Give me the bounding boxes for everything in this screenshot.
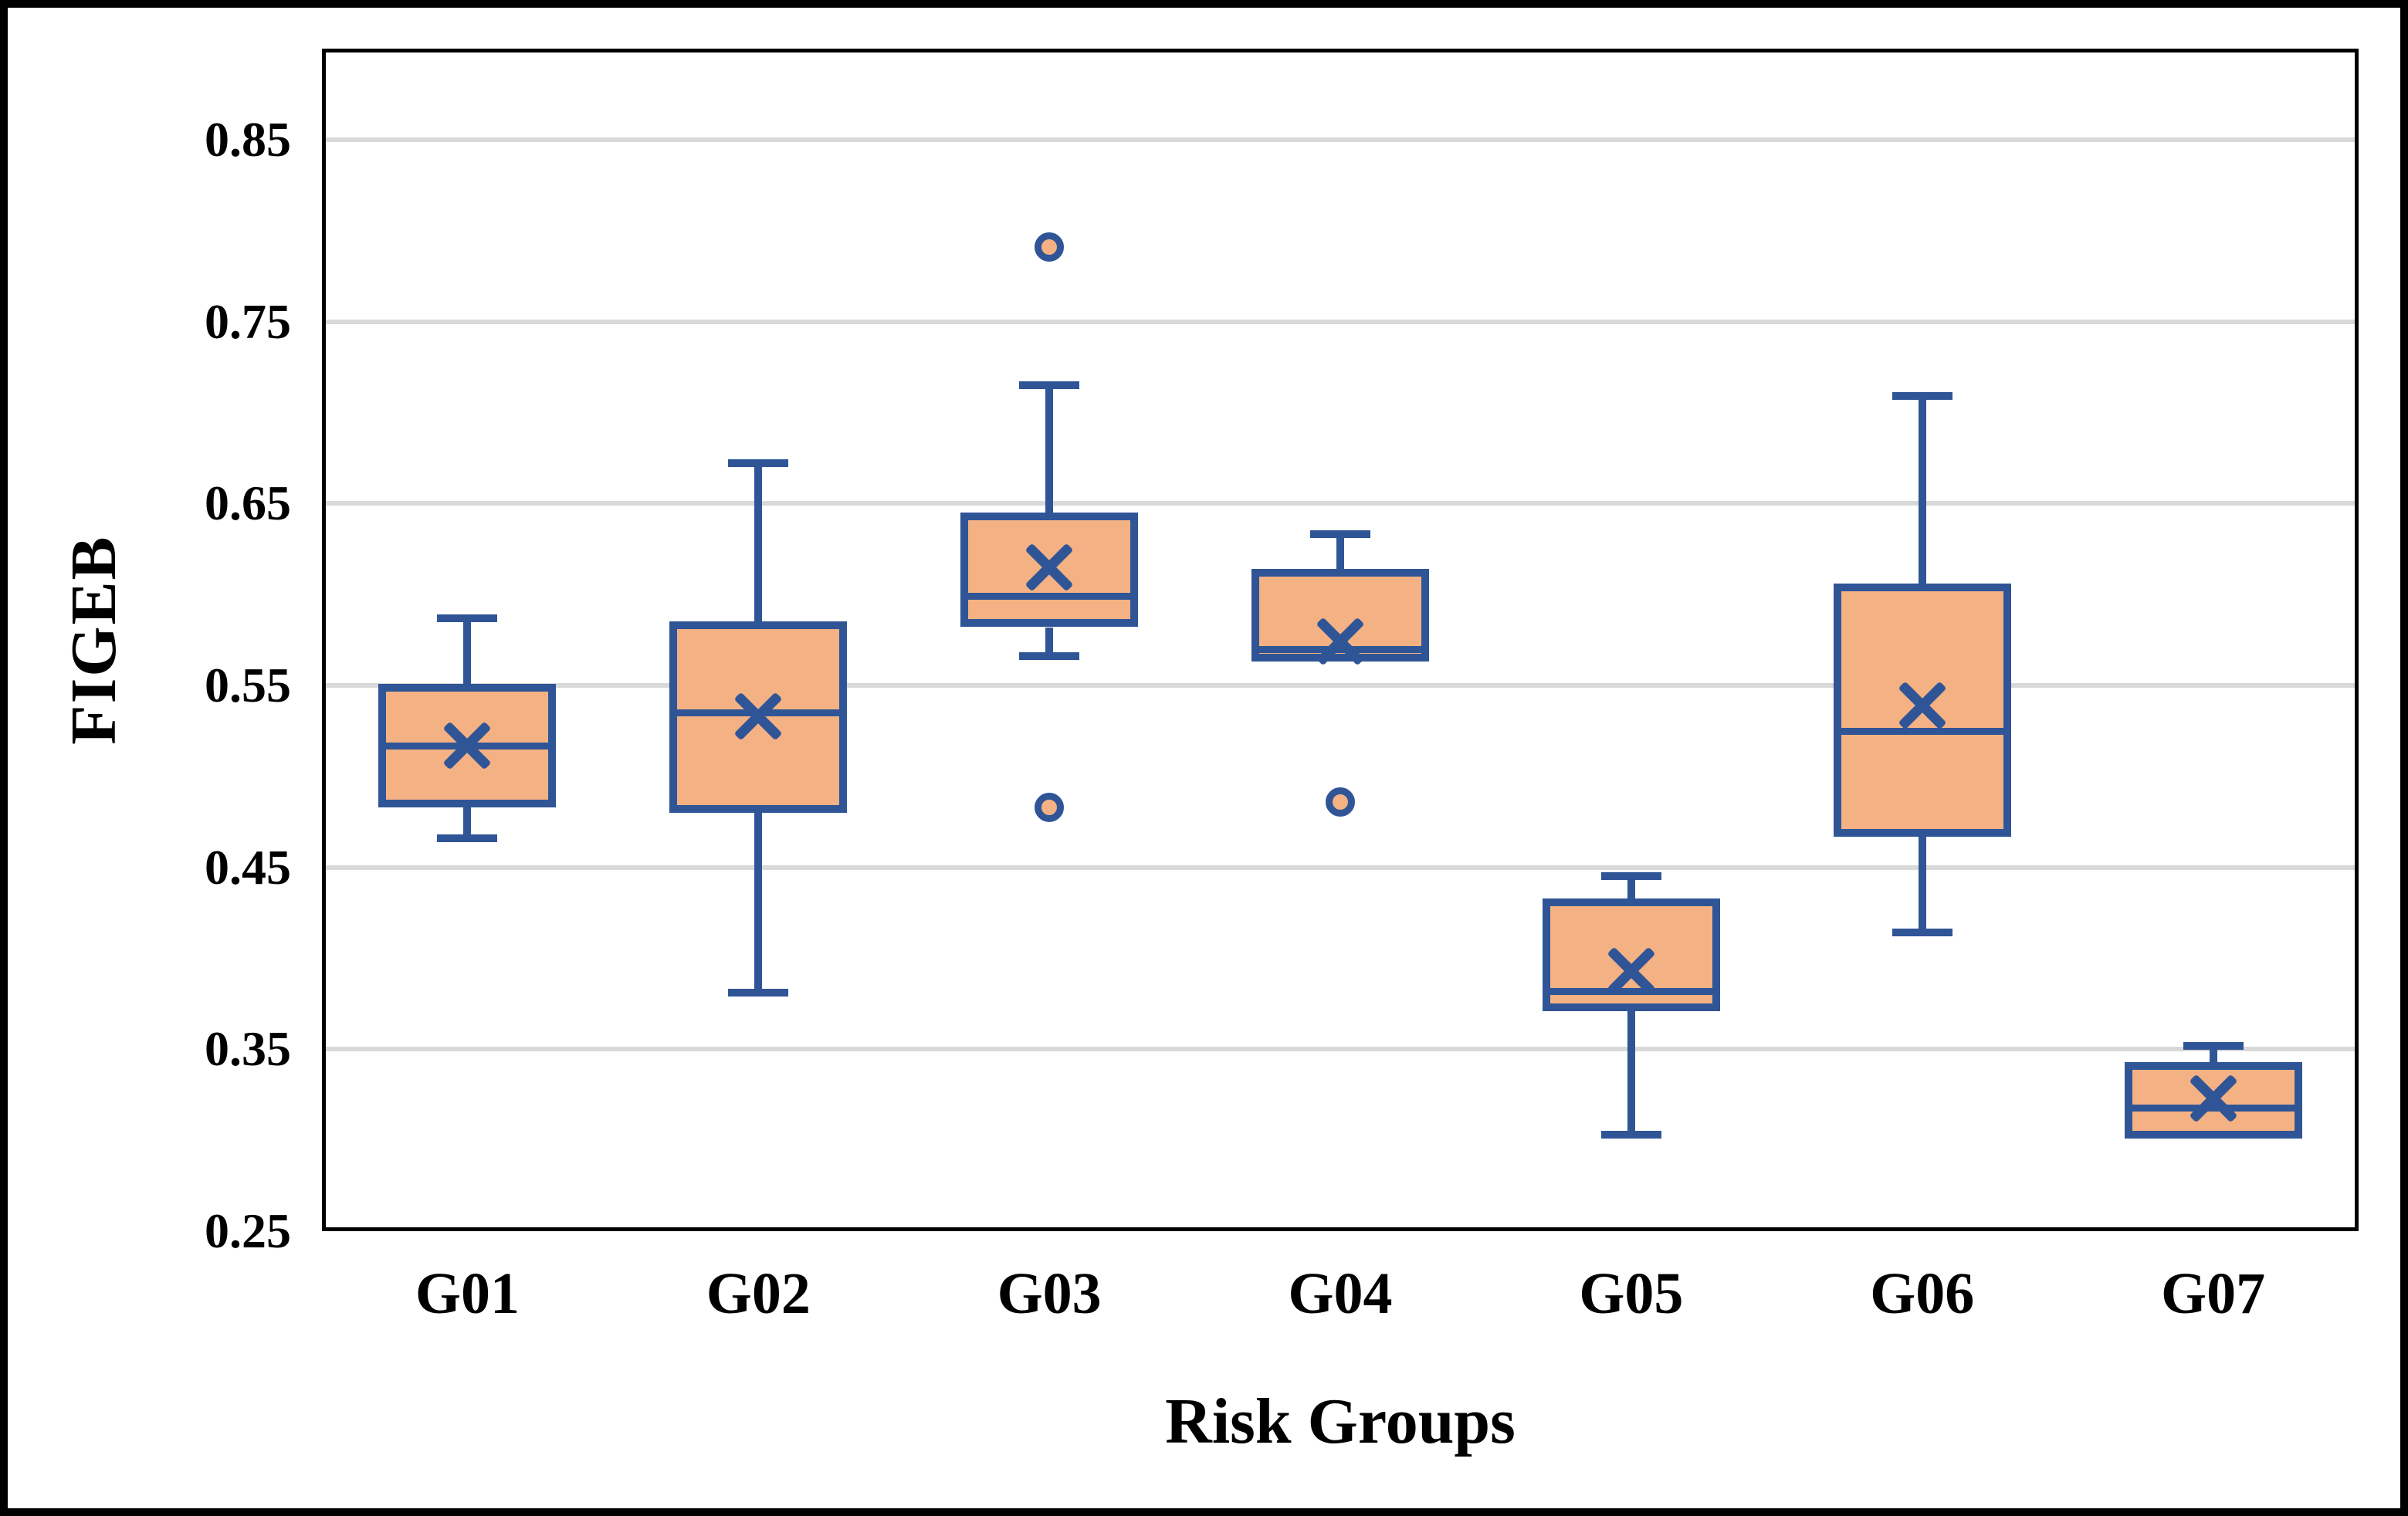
- upper-whisker-line: [1336, 534, 1344, 570]
- y-axis-tick-label: 0.45: [205, 839, 291, 895]
- y-axis-tick-label: 0.35: [205, 1021, 291, 1077]
- lower-whisker-line: [1045, 627, 1054, 657]
- lower-whisker-line: [754, 812, 763, 993]
- y-axis-tick-label: 0.25: [205, 1203, 291, 1258]
- y-gridline: [326, 137, 2355, 142]
- upper-whisker-line: [2209, 1045, 2217, 1062]
- plot-area: [322, 49, 2359, 1231]
- y-gridline: [326, 865, 2355, 870]
- mean-x-marker: [1311, 612, 1370, 671]
- y-gridline: [326, 501, 2355, 506]
- upper-whisker-cap: [1600, 872, 1661, 881]
- x-axis-tick-label: G02: [706, 1261, 811, 1326]
- mean-x-marker: [2184, 1069, 2243, 1128]
- y-axis-tick-label: 0.85: [205, 111, 291, 167]
- upper-whisker-cap: [1019, 381, 1080, 390]
- lower-whisker-cap: [1600, 1131, 1661, 1139]
- outlier-point: [1035, 792, 1065, 822]
- median-line: [1259, 645, 1421, 653]
- lower-whisker-line: [1627, 1010, 1635, 1135]
- y-axis-tick-label: 0.75: [205, 293, 291, 349]
- lower-whisker-cap: [728, 989, 789, 997]
- upper-whisker-line: [463, 618, 472, 684]
- mean-x-marker: [438, 716, 496, 775]
- upper-whisker-line: [1918, 396, 1926, 584]
- y-gridline: [326, 1047, 2355, 1052]
- x-axis-tick-label: G04: [1288, 1261, 1393, 1326]
- mean-x-marker: [729, 687, 787, 746]
- upper-whisker-cap: [437, 614, 498, 622]
- mean-x-marker: [1602, 942, 1661, 1000]
- y-axis-tick-label: 0.55: [205, 657, 291, 712]
- y-gridline: [326, 682, 2355, 688]
- median-line: [2132, 1104, 2295, 1112]
- upper-whisker-cap: [1892, 392, 1952, 401]
- lower-whisker-cap: [1019, 652, 1080, 661]
- x-axis-tick-label: G06: [1870, 1261, 1975, 1326]
- outlier-point: [1035, 232, 1065, 262]
- upper-whisker-line: [1045, 385, 1054, 513]
- lower-whisker-cap: [1892, 929, 1952, 937]
- median-line: [1549, 987, 1712, 995]
- x-axis-tick-label: G05: [1579, 1261, 1684, 1326]
- x-axis-tick-label: G03: [997, 1261, 1102, 1326]
- median-line: [968, 593, 1131, 601]
- lower-whisker-cap: [437, 834, 498, 842]
- y-axis-title: FIGEB: [58, 535, 130, 745]
- upper-whisker-cap: [2183, 1041, 2244, 1050]
- x-axis-tick-label: G07: [2161, 1261, 2266, 1326]
- lower-whisker-line: [463, 807, 472, 838]
- lower-whisker-line: [1918, 836, 1926, 933]
- outlier-point: [1326, 787, 1355, 817]
- upper-whisker-cap: [1310, 530, 1370, 539]
- x-axis-title: Risk Groups: [1165, 1386, 1516, 1457]
- median-line: [1841, 727, 2003, 735]
- upper-whisker-line: [754, 463, 763, 622]
- mean-x-marker: [1020, 538, 1079, 597]
- x-axis-tick-label: G01: [415, 1261, 520, 1326]
- upper-whisker-cap: [728, 459, 789, 468]
- y-gridline: [326, 319, 2355, 324]
- y-axis-tick-label: 0.65: [205, 475, 291, 531]
- mean-x-marker: [1893, 676, 1952, 735]
- upper-whisker-line: [1627, 876, 1635, 898]
